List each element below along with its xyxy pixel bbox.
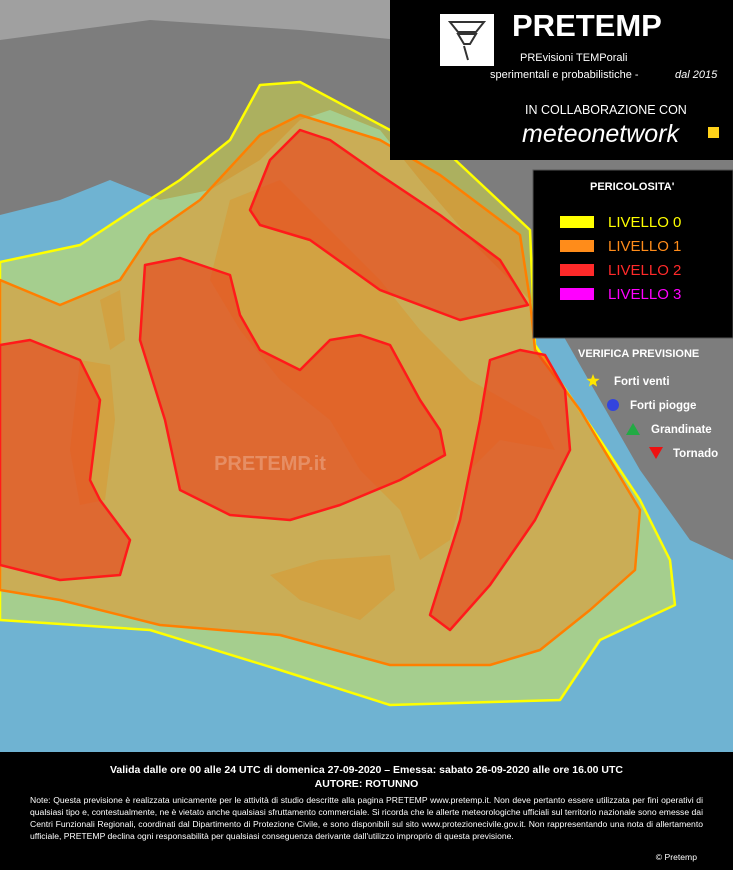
collab: IN COLLABORAZIONE CON <box>525 103 687 117</box>
zone-level-2 <box>138 256 447 522</box>
verification-label: Forti venti <box>614 376 670 388</box>
subtitle: dal 2015 <box>675 69 718 81</box>
verification-label: Forti piogge <box>630 400 696 412</box>
subtitle: PREvisioni TEMPorali <box>520 52 627 64</box>
circle-icon <box>607 399 619 411</box>
subtitle: sperimentali e probabilistiche - <box>490 69 639 81</box>
verification-label: Grandinate <box>651 424 712 436</box>
author: AUTORE: ROTUNNO <box>314 778 419 790</box>
watermark: PRETEMP.it <box>214 453 326 475</box>
legend-label: LIVELLO 3 <box>608 286 681 303</box>
legend-box <box>532 169 733 339</box>
triangle-down-icon <box>649 447 663 459</box>
triangle-icon <box>626 423 640 435</box>
legend-swatch <box>560 288 594 300</box>
validity: Valida dalle ore 00 alle 24 UTC di domen… <box>109 764 623 776</box>
legend-label: LIVELLO 1 <box>608 238 681 255</box>
legend-swatch <box>560 264 594 276</box>
partner: meteonetwork <box>522 120 681 148</box>
legend-label: LIVELLO 2 <box>608 262 681 279</box>
verification-title: VERIFICA PREVISIONE <box>578 348 699 360</box>
legend-label: LIVELLO 0 <box>608 214 681 231</box>
tornado-icon <box>447 21 487 61</box>
zone-level-2 <box>248 128 530 322</box>
footer: Valida dalle ore 00 alle 24 UTC di domen… <box>0 752 733 870</box>
zone-level-2 <box>428 348 572 632</box>
zone-level-2 <box>0 338 132 582</box>
copyright: © Pretemp <box>655 852 697 862</box>
star-icon <box>586 374 600 387</box>
note: Note: Questa previsione è realizzata uni… <box>30 795 703 841</box>
legend-title: PERICOLOSITA' <box>590 181 675 193</box>
legend-swatch <box>560 240 594 252</box>
verification-label: Tornado <box>673 448 718 460</box>
collab-box <box>390 85 733 160</box>
legend-swatch <box>560 216 594 228</box>
map: PRETEMP.it PRETEMP PREvisioni TEMPorali … <box>0 0 733 752</box>
partner-dot <box>708 127 719 138</box>
title: PRETEMP <box>512 8 662 43</box>
